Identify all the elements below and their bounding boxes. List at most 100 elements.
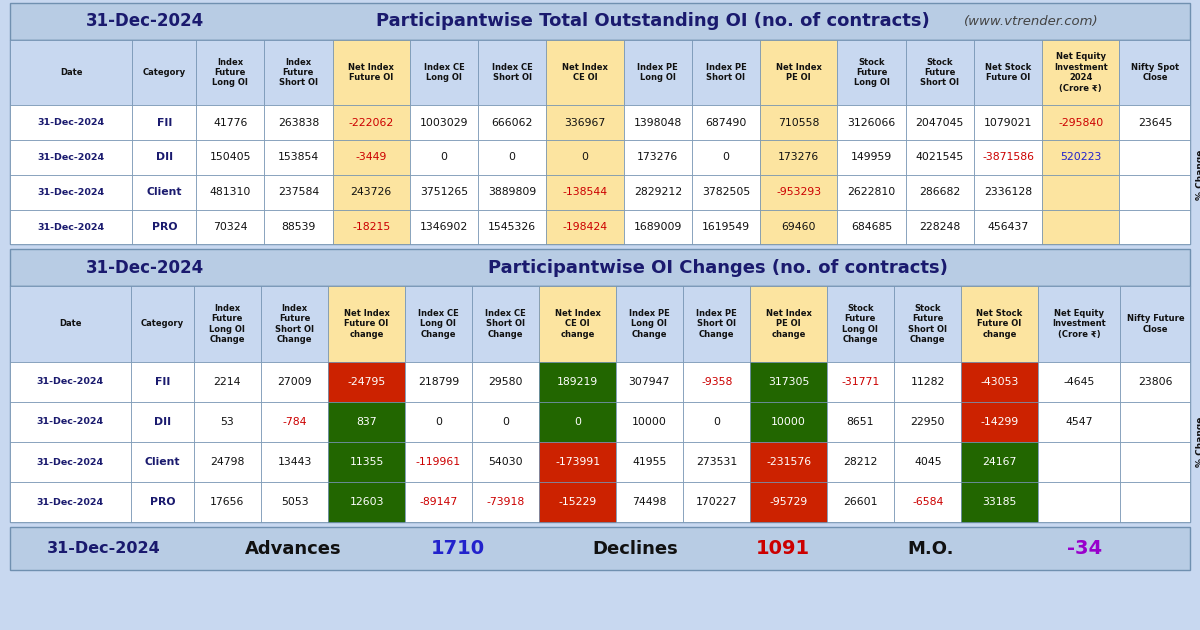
Bar bbox=[692, 105, 760, 140]
Bar bbox=[478, 210, 546, 244]
Bar bbox=[1120, 210, 1190, 244]
Text: 3782505: 3782505 bbox=[702, 187, 750, 197]
Bar bbox=[683, 442, 750, 482]
Bar bbox=[131, 442, 193, 482]
Bar bbox=[472, 442, 539, 482]
Bar bbox=[760, 140, 838, 175]
Text: -119961: -119961 bbox=[416, 457, 461, 467]
Text: Index CE
Short OI: Index CE Short OI bbox=[492, 63, 533, 82]
Bar bbox=[478, 40, 546, 105]
Text: 228248: 228248 bbox=[919, 222, 960, 232]
Text: 1346902: 1346902 bbox=[420, 222, 468, 232]
Text: Net Index
Future OI: Net Index Future OI bbox=[348, 63, 394, 82]
Text: 5053: 5053 bbox=[281, 497, 308, 507]
Bar bbox=[974, 105, 1042, 140]
Text: 4021545: 4021545 bbox=[916, 152, 964, 163]
Text: 1398048: 1398048 bbox=[634, 118, 682, 128]
Bar bbox=[616, 482, 683, 522]
Bar bbox=[750, 482, 827, 522]
Text: -73918: -73918 bbox=[486, 497, 524, 507]
Text: -138544: -138544 bbox=[563, 187, 607, 197]
Text: 263838: 263838 bbox=[278, 118, 319, 128]
Bar bbox=[1120, 40, 1190, 105]
Text: Category: Category bbox=[143, 68, 186, 77]
Text: 684685: 684685 bbox=[851, 222, 892, 232]
Bar bbox=[827, 402, 894, 442]
Text: 11282: 11282 bbox=[911, 377, 944, 387]
Text: 22950: 22950 bbox=[911, 417, 946, 427]
Text: -953293: -953293 bbox=[776, 187, 821, 197]
Text: -173991: -173991 bbox=[554, 457, 600, 467]
Text: 1619549: 1619549 bbox=[702, 222, 750, 232]
Text: 687490: 687490 bbox=[706, 118, 746, 128]
Bar bbox=[404, 362, 472, 402]
Bar bbox=[472, 402, 539, 442]
Bar bbox=[1121, 402, 1190, 442]
Text: 666062: 666062 bbox=[492, 118, 533, 128]
Text: -43053: -43053 bbox=[980, 377, 1019, 387]
Text: 481310: 481310 bbox=[210, 187, 251, 197]
Bar bbox=[262, 362, 329, 402]
Bar bbox=[624, 140, 692, 175]
Text: -89147: -89147 bbox=[419, 497, 457, 507]
Text: 27009: 27009 bbox=[277, 377, 312, 387]
Bar bbox=[329, 442, 404, 482]
Text: 710558: 710558 bbox=[778, 118, 820, 128]
Text: -18215: -18215 bbox=[352, 222, 390, 232]
Bar bbox=[1042, 210, 1120, 244]
Bar bbox=[478, 140, 546, 175]
Text: -3871586: -3871586 bbox=[982, 152, 1034, 163]
Text: 29580: 29580 bbox=[488, 377, 523, 387]
Text: PRO: PRO bbox=[151, 222, 178, 232]
Bar bbox=[616, 286, 683, 362]
Text: Index
Future
Long OI
Change: Index Future Long OI Change bbox=[210, 304, 245, 344]
Text: Client: Client bbox=[146, 187, 182, 197]
Bar bbox=[264, 140, 332, 175]
Text: 31-Dec-2024: 31-Dec-2024 bbox=[37, 153, 104, 162]
Bar bbox=[827, 442, 894, 482]
Text: 149959: 149959 bbox=[851, 152, 892, 163]
Bar bbox=[193, 402, 262, 442]
Bar bbox=[264, 105, 332, 140]
Bar bbox=[838, 140, 906, 175]
Text: 1079021: 1079021 bbox=[984, 118, 1032, 128]
Bar bbox=[838, 105, 906, 140]
Bar bbox=[332, 140, 410, 175]
Text: -34: -34 bbox=[1067, 539, 1102, 558]
Text: 24798: 24798 bbox=[210, 457, 245, 467]
Text: 17656: 17656 bbox=[210, 497, 245, 507]
Text: 150405: 150405 bbox=[210, 152, 251, 163]
Text: -24795: -24795 bbox=[348, 377, 385, 387]
Text: -4645: -4645 bbox=[1063, 377, 1094, 387]
Bar bbox=[131, 286, 193, 362]
Bar bbox=[404, 442, 472, 482]
Bar bbox=[539, 286, 616, 362]
Text: 336967: 336967 bbox=[564, 118, 606, 128]
Text: 1091: 1091 bbox=[756, 539, 810, 558]
Bar bbox=[616, 362, 683, 402]
Text: Stock
Future
Long OI: Stock Future Long OI bbox=[853, 57, 889, 88]
Text: Advances: Advances bbox=[245, 540, 341, 558]
Bar bbox=[132, 210, 196, 244]
Text: 31-Dec-2024: 31-Dec-2024 bbox=[37, 457, 103, 467]
Text: -784: -784 bbox=[282, 417, 307, 427]
Bar bbox=[193, 362, 262, 402]
Text: DII: DII bbox=[156, 152, 173, 163]
Bar bbox=[10, 210, 132, 244]
Bar bbox=[906, 105, 974, 140]
Text: 0: 0 bbox=[574, 417, 581, 427]
Text: 4045: 4045 bbox=[914, 457, 942, 467]
Text: 11355: 11355 bbox=[349, 457, 384, 467]
Bar bbox=[692, 40, 760, 105]
Bar bbox=[546, 105, 624, 140]
Bar bbox=[10, 286, 131, 362]
Text: Index PE
Short OI: Index PE Short OI bbox=[706, 63, 746, 82]
Bar bbox=[838, 40, 906, 105]
Bar bbox=[196, 140, 264, 175]
Bar bbox=[838, 175, 906, 210]
Bar bbox=[1038, 286, 1121, 362]
Text: 12603: 12603 bbox=[349, 497, 384, 507]
Text: 2336128: 2336128 bbox=[984, 187, 1032, 197]
Bar bbox=[961, 482, 1038, 522]
Bar bbox=[332, 105, 410, 140]
